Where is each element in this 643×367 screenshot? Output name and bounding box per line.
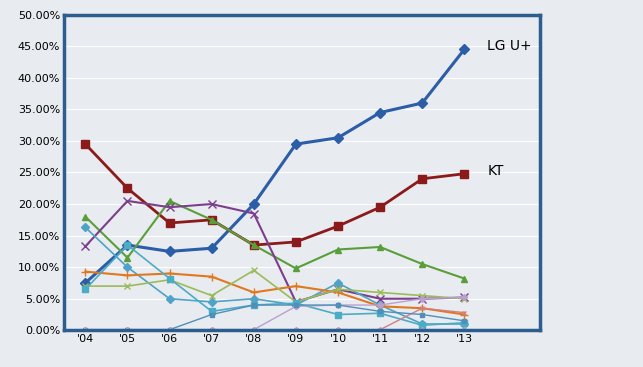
Text: KT: KT: [487, 164, 504, 178]
Text: LG U+: LG U+: [487, 39, 532, 53]
